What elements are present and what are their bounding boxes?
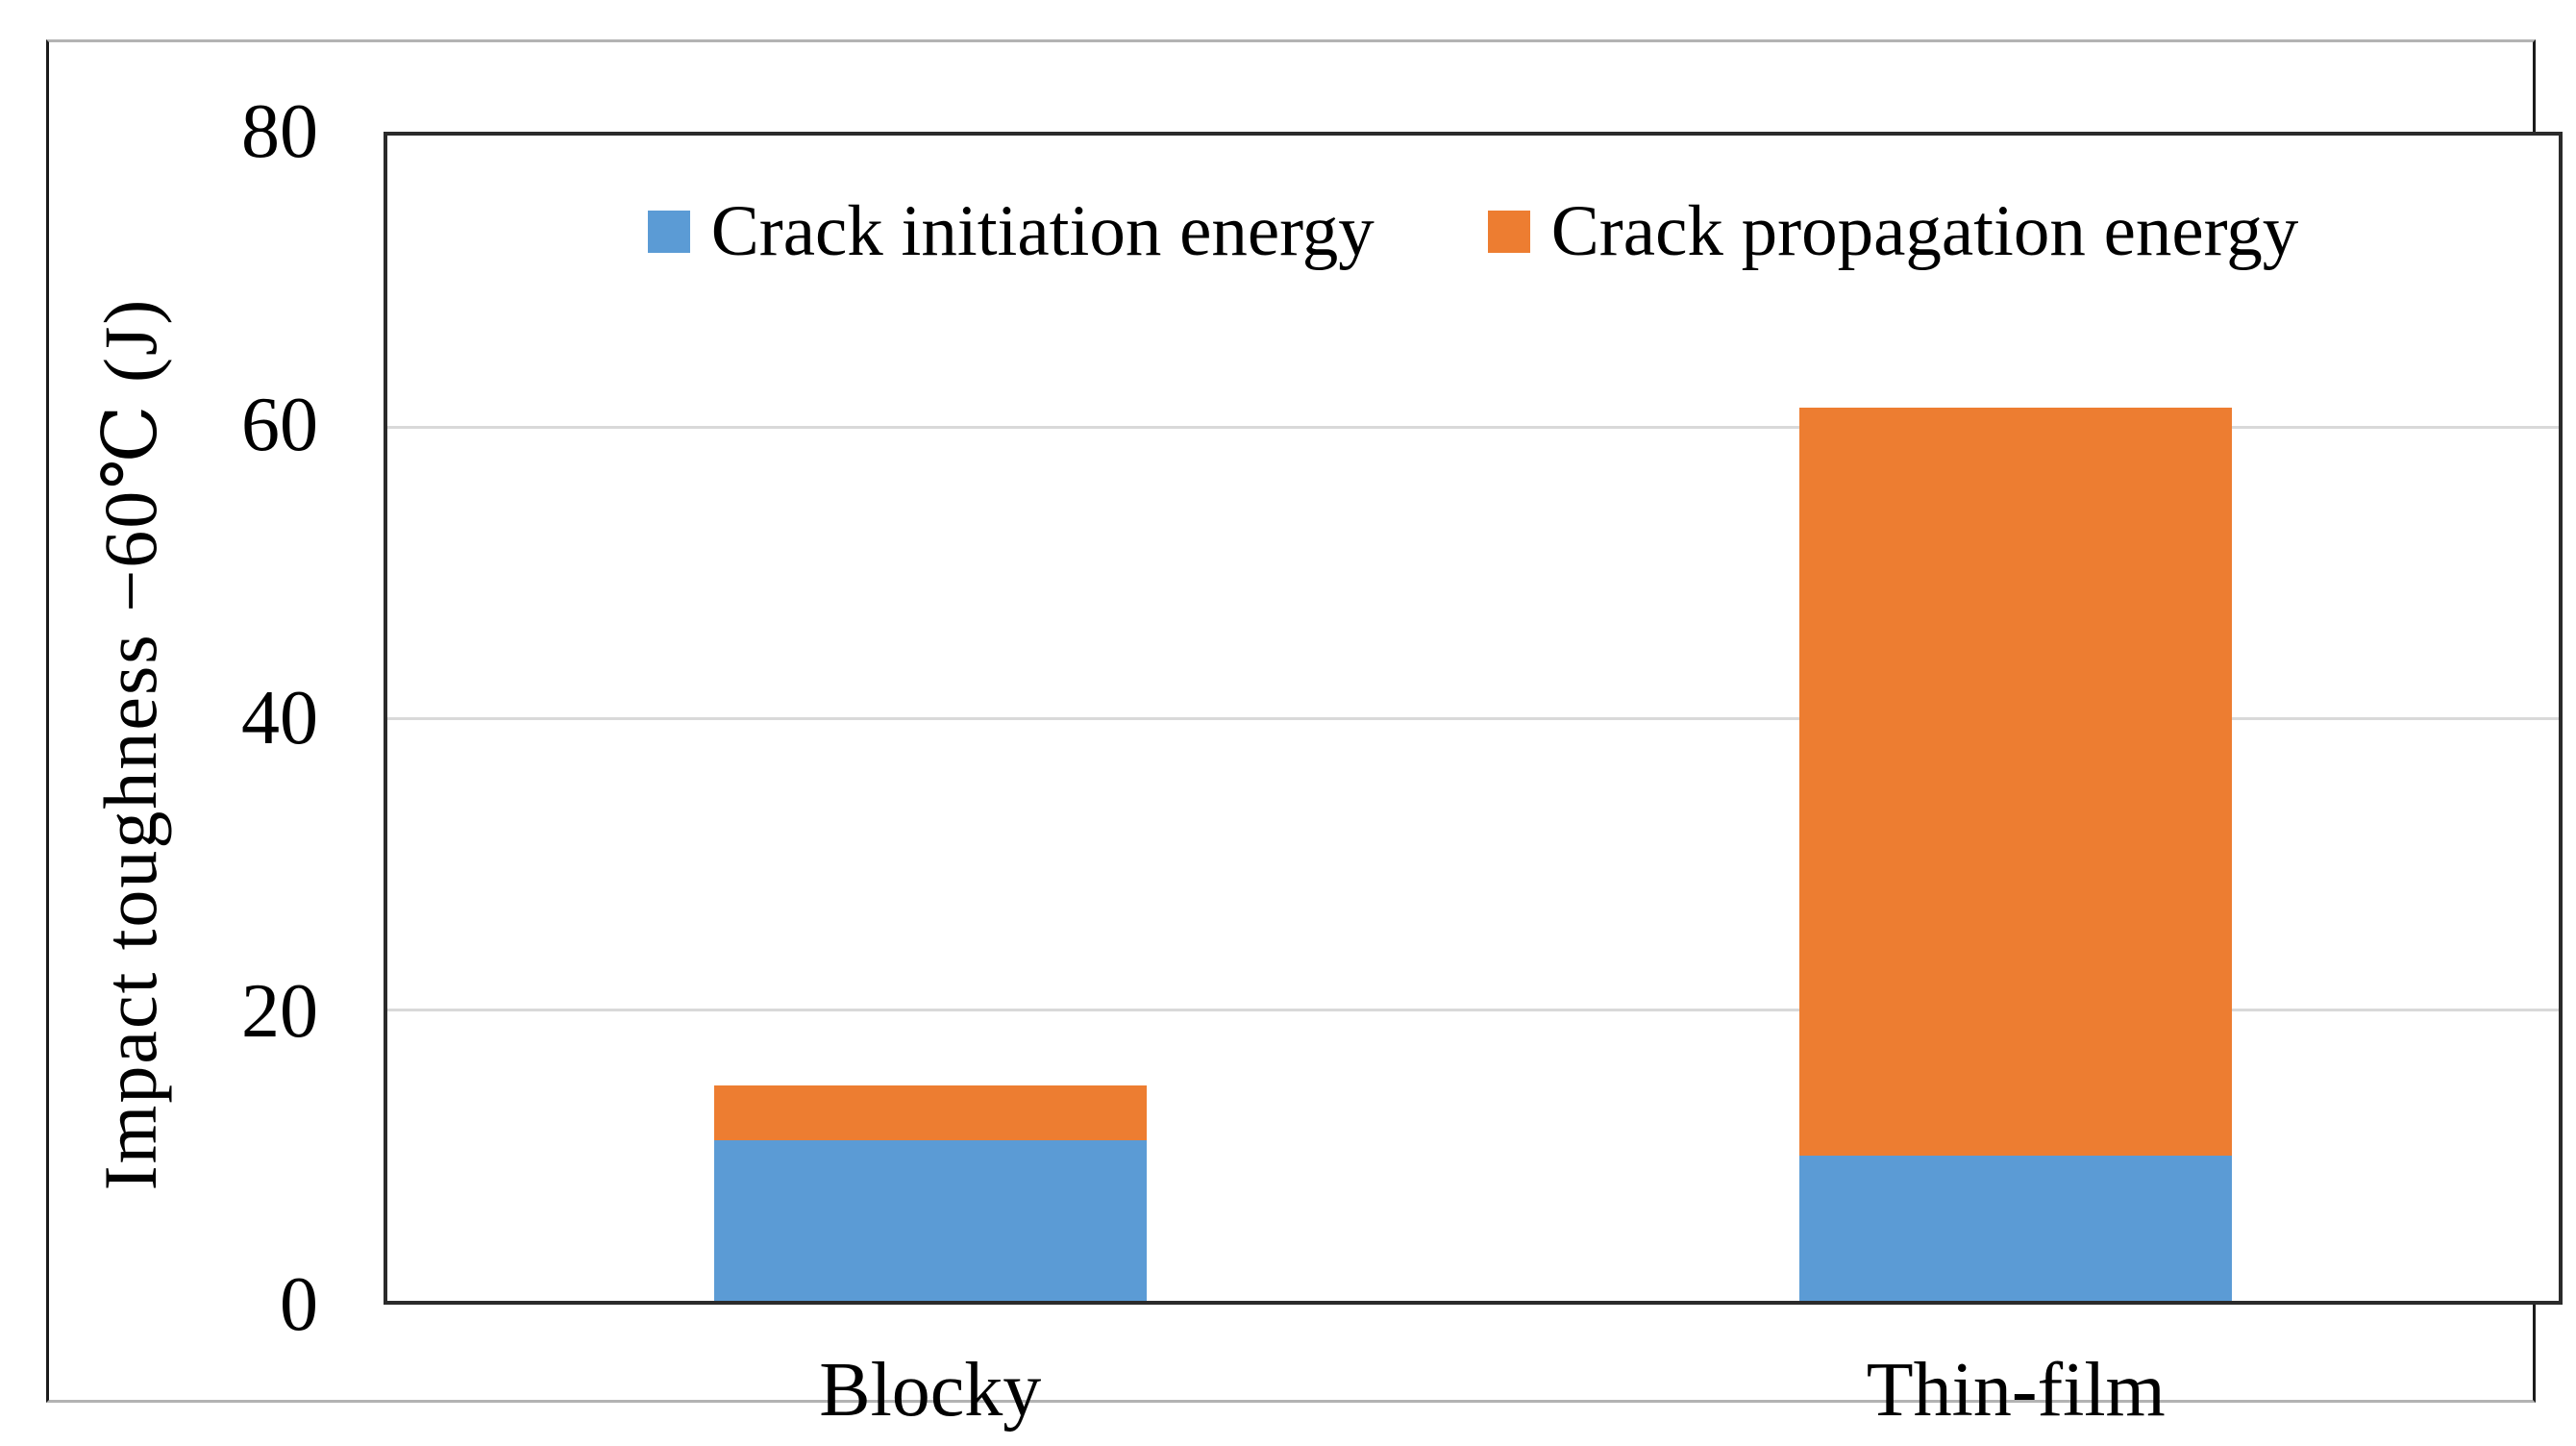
bar-segment — [1799, 408, 2233, 1156]
x-category-label-blocky: Blocky — [819, 1348, 1042, 1433]
y-tick-label-40: 40 — [241, 676, 318, 760]
y-tick-label-0: 0 — [280, 1262, 318, 1347]
legend-label-initiation: Crack initiation energy — [710, 191, 1375, 271]
bar-segment — [713, 1084, 1147, 1141]
legend-swatch-orange — [1487, 211, 1530, 253]
y-axis-tick-labels: 0 20 40 60 80 — [49, 93, 318, 1343]
x-axis-labels: Blocky Thin-film — [387, 1345, 2559, 1446]
gridline-y20 — [387, 1008, 2559, 1011]
gridline-y60 — [387, 425, 2559, 429]
legend: Crack initiation energy Crack propagatio… — [387, 193, 2559, 270]
x-category-label-thin-film: Thin-film — [1866, 1348, 2166, 1433]
y-tick-label-60: 60 — [241, 383, 318, 467]
plot-area: Crack initiation energy Crack propagatio… — [384, 132, 2563, 1305]
gridline-y40 — [387, 716, 2559, 720]
bar-segment — [1799, 1155, 2233, 1301]
legend-item-propagation: Crack propagation energy — [1487, 191, 2299, 271]
y-tick-label-20: 20 — [241, 969, 318, 1054]
legend-swatch-blue — [647, 211, 690, 253]
y-tick-label-80: 80 — [241, 89, 318, 174]
figure-border: Impact toughness −60℃ (J) 0 20 40 60 80 Crac… — [46, 39, 2563, 1433]
bar-segment — [713, 1140, 1147, 1301]
legend-label-propagation: Crack propagation energy — [1550, 191, 2299, 271]
legend-item-initiation: Crack initiation energy — [647, 191, 1375, 271]
